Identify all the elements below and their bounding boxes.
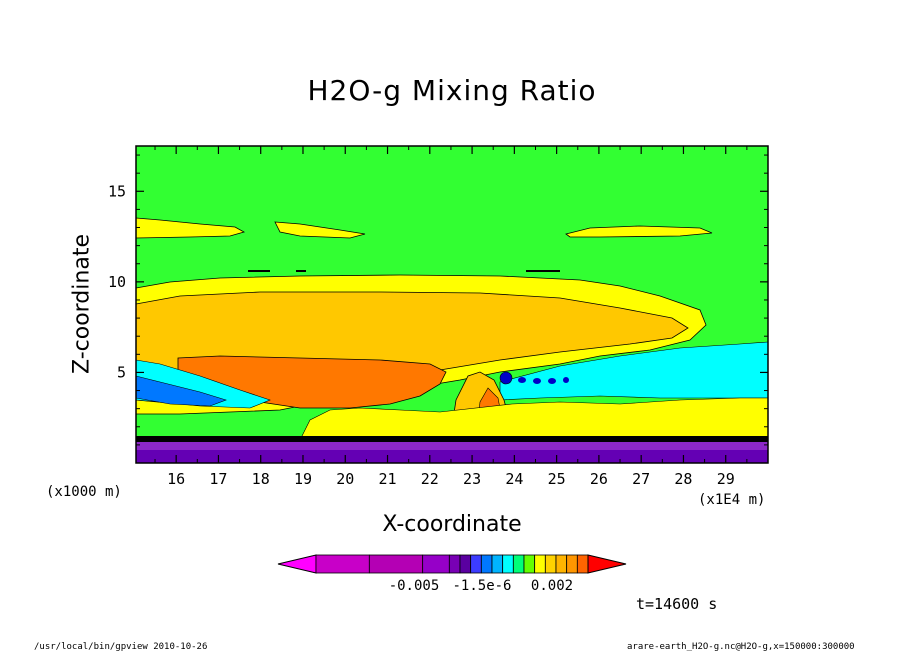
region-lower-yellow [299,397,768,441]
x-tick-label: 23 [463,470,481,488]
dash-3 [526,270,560,272]
contour-fields [136,146,768,463]
colorbar-bin [502,554,514,574]
colorbar-bin [534,554,546,574]
x-tick-label: 25 [548,470,566,488]
colorbar-tick-label: 0.002 [531,578,573,594]
colorbar-bin [315,554,370,574]
time-annotation: t=14600 s [636,595,718,613]
x-tick-label: 16 [167,470,185,488]
x-tick-label: 19 [294,470,312,488]
colorbar-tick-label: -0.005 [389,578,440,594]
blob-blue-2 [518,377,526,383]
x-unit-label: (x1E4 m) [698,492,766,508]
x-tick-label: 20 [336,470,354,488]
x-tick-label: 17 [209,470,227,488]
region-surface-violet [136,450,768,463]
x-tick-label: 21 [379,470,397,488]
dash-1 [248,270,270,272]
colorbar-high-triangle [587,554,627,574]
blob-blue-4 [548,378,556,384]
dash-2 [296,270,306,272]
x-ticks: 16 17 18 19 20 21 22 23 24 25 26 27 28 29 [154,146,748,488]
y-tick-label: 15 [108,182,126,200]
footer-left: /usr/local/bin/gpview 2010-10-26 [34,642,208,652]
colorbar-bin [459,554,472,574]
colorbar-bin [448,554,461,574]
region-upper-yellow-left [136,217,246,239]
region-upper-yellow-right [565,225,713,238]
x-tick-label: 22 [421,470,439,488]
chart-title: H2O-g Mixing Ratio [307,74,597,107]
colorbar-bin [368,554,424,574]
colorbar-bin [422,554,450,574]
plot-frame [135,145,769,464]
x-tick-label: 28 [674,470,692,488]
x-tick-label: 27 [632,470,650,488]
colorbar-tick-label: -1.5e-6 [452,578,511,594]
colorbar-bin [512,554,525,574]
region-upper-yellow-mid [274,221,366,239]
colorbar-bin [555,554,568,574]
colorbar-bin [470,554,482,574]
blob-blue-1 [499,371,513,385]
colorbar-bin [576,554,589,574]
x-tick-label: 18 [252,470,270,488]
x-axis-label: X-coordinate [382,512,522,537]
region-cyan-layer [499,341,768,401]
y-ticks: 5 10 15 [108,154,768,446]
colorbar-bin [491,554,504,574]
colorbar: -0.005 -1.5e-6 0.002 [277,554,627,594]
region-surface-dark-line [136,436,768,442]
colorbar-bin [523,554,536,574]
x-tick-label: 29 [717,470,735,488]
x-tick-label: 26 [590,470,608,488]
colorbar-bin [566,554,578,574]
footer-right: arare-earth_H2O-g.nc@H2O-g,x=150000:3000… [627,642,855,652]
colorbar-bin [544,554,557,574]
blob-blue-3 [533,378,541,384]
region-blue-left [136,375,227,407]
y-unit-label: (x1000 m) [46,484,122,500]
colorbar-bin [480,554,493,574]
x-tick-label: 24 [505,470,523,488]
y-tick-label: 10 [108,273,126,291]
y-tick-label: 5 [117,363,126,381]
colorbar-low-triangle [277,554,317,574]
blob-blue-5 [563,377,569,383]
